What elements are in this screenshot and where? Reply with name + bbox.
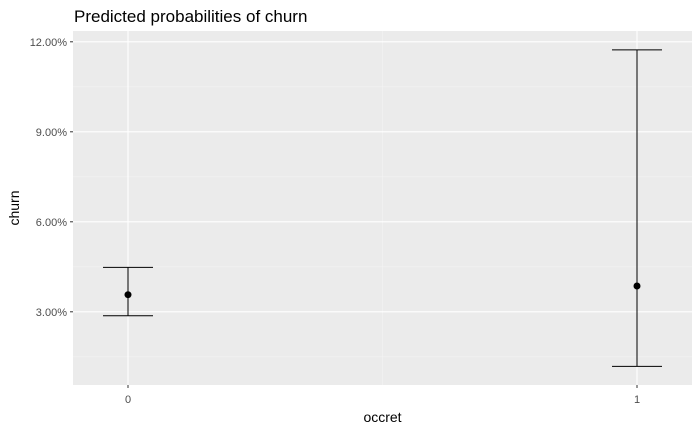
- data-point: [124, 291, 132, 299]
- data-marks: [103, 49, 662, 367]
- y-tick-label: 6.00%: [36, 217, 67, 229]
- y-tick-label: 3.00%: [36, 307, 67, 319]
- y-axis: 3.00% 6.00% 9.00% 12.00%: [30, 37, 73, 319]
- minor-gridlines: [73, 31, 692, 385]
- y-tick-label: 12.00%: [30, 37, 68, 49]
- x-axis-title: occret: [363, 409, 401, 425]
- chart-title: Predicted probabilities of churn: [74, 7, 307, 26]
- y-tick-label: 9.00%: [36, 127, 67, 139]
- x-tick-label: 1: [634, 394, 640, 406]
- y-axis-title: churn: [6, 190, 22, 225]
- data-point: [633, 282, 641, 290]
- x-tick-label: 0: [125, 394, 131, 406]
